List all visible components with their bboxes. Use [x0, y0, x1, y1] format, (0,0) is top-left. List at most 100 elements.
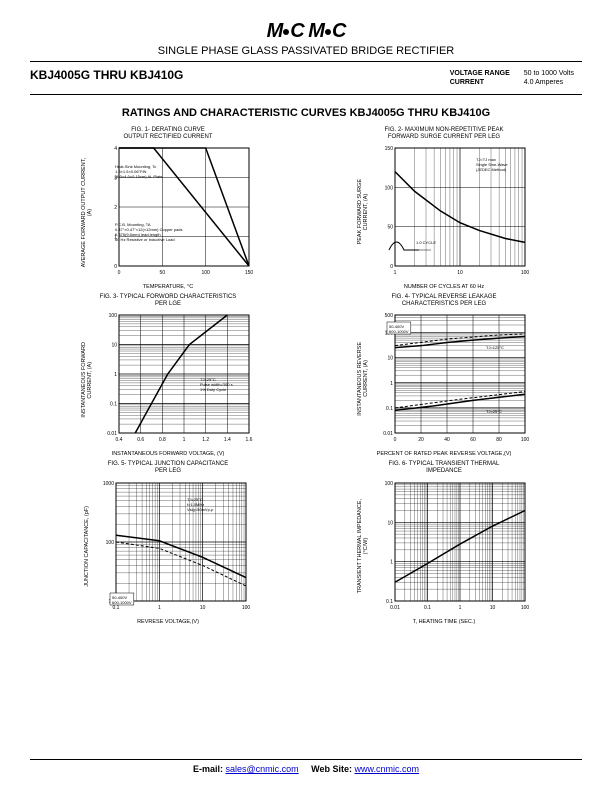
svg-text:100: 100 [242, 605, 251, 611]
svg-text:100: 100 [521, 605, 530, 611]
chart-plot: 0.1110100101001000TJ=25°Cf=1.0MHzVsig=50… [92, 477, 252, 617]
svg-text:1: 1 [394, 270, 397, 276]
specs-table: VOLTAGE RANGE 50 to 1000 Volts CURRENT 4… [442, 68, 582, 88]
chart-title: FIG. 5- TYPICAL JUNCTION CAPACITANCE PER… [108, 461, 228, 474]
chart-title: FIG. 1- DERATING CURVE OUTPUT RECTIFIED … [124, 127, 213, 140]
chart-plot: 0204060801000.010.111010050050-400V600-1… [371, 309, 531, 449]
svg-text:1000: 1000 [103, 481, 114, 487]
chart-plot: 05010015001234Heat-Sink Mounting, Tc1.5×… [95, 142, 255, 282]
voltage-label: VOLTAGE RANGE [444, 70, 516, 77]
email-label: E-mail: [193, 764, 223, 774]
chart-ylabel: INSTANTANEOUS REVERSE CURRENT, (A) [357, 342, 369, 416]
svg-text:0.6: 0.6 [137, 437, 144, 443]
current-label: CURRENT [444, 79, 516, 86]
svg-text:TJ=125°C: TJ=125°C [486, 345, 504, 350]
chart-xlabel: REVRESE VOLTAGE,(V) [137, 619, 199, 625]
svg-text:1: 1 [158, 605, 161, 611]
svg-text:1: 1 [459, 605, 462, 611]
chart-4: FIG. 4- TYPICAL REVERSE LEAKAGE CHARACTE… [316, 294, 572, 457]
svg-text:1% Duty Cycle: 1% Duty Cycle [200, 387, 227, 392]
svg-text:10: 10 [490, 605, 496, 611]
svg-text:10: 10 [111, 343, 117, 349]
chart-5: FIG. 5- TYPICAL JUNCTION CAPACITANCE PER… [40, 461, 296, 624]
chart-2: FIG. 2- MAXIMUM NON-REPETITIVE PEAK FORW… [316, 127, 572, 290]
svg-text:100: 100 [201, 270, 210, 276]
svg-text:0.01: 0.01 [383, 431, 393, 437]
email-link[interactable]: sales@cnmic.com [225, 764, 298, 774]
subtitle: SINGLE PHASE GLASS PASSIVATED BRIDGE REC… [30, 45, 582, 57]
svg-text:1.2: 1.2 [202, 437, 209, 443]
svg-text:0.01: 0.01 [390, 605, 400, 611]
svg-text:1.0 CYCLE: 1.0 CYCLE [416, 240, 436, 245]
chart-3: FIG. 3- TYPICAL FORWORD CHARACTERISTICS … [40, 294, 296, 457]
footer: E-mail: sales@cnmic.com Web Site: www.cn… [0, 759, 612, 774]
svg-text:10: 10 [387, 520, 393, 526]
svg-text:10: 10 [457, 270, 463, 276]
svg-text:50: 50 [387, 225, 393, 231]
svg-text:1: 1 [390, 381, 393, 387]
svg-text:4: 4 [114, 146, 117, 152]
svg-text:0: 0 [118, 270, 121, 276]
svg-text:2: 2 [114, 205, 117, 211]
svg-text:(4.0×4.0×0.15cm) AL Plate: (4.0×4.0×0.15cm) AL Plate [115, 174, 163, 179]
svg-text:0.01: 0.01 [107, 431, 117, 437]
chart-xlabel: INSTANTANEOUS FORWARD VOLTAGE, (V) [112, 451, 225, 457]
svg-text:1: 1 [114, 372, 117, 378]
web-link[interactable]: www.cnmic.com [355, 764, 420, 774]
chart-title: FIG. 4- TYPICAL REVERSE LEAKAGE CHARACTE… [391, 294, 496, 307]
main-title: RATINGS AND CHARACTERISTIC CURVES KBJ400… [30, 107, 582, 119]
svg-text:600-1000V: 600-1000V [389, 329, 409, 334]
svg-text:100: 100 [521, 270, 530, 276]
charts-grid: FIG. 1- DERATING CURVE OUTPUT RECTIFIED … [30, 127, 582, 625]
svg-text:0: 0 [390, 264, 393, 270]
current-value: 4.0 Amperes [518, 79, 580, 86]
chart-ylabel: TRANSIENT THERMAL IMPEDANCE, (°C/W) [357, 499, 369, 593]
svg-text:60: 60 [470, 437, 476, 443]
chart-xlabel: PERCENT OF RATED PEAK REVERSE VOLTAGE,(V… [377, 451, 512, 457]
svg-text:10: 10 [387, 356, 393, 362]
svg-text:1: 1 [390, 559, 393, 565]
voltage-value: 50 to 1000 Volts [518, 70, 580, 77]
svg-text:0.4: 0.4 [116, 437, 123, 443]
svg-text:100: 100 [521, 437, 530, 443]
svg-text:20: 20 [418, 437, 424, 443]
chart-6: FIG. 6- TYPICAL TRANSIENT THERMAL IMPEDA… [316, 461, 572, 624]
chart-plot: 0.40.60.811.21.41.60.010.1110100TJ=25°CP… [95, 309, 255, 449]
logo: MC MC [30, 20, 582, 43]
svg-text:(JEDEC Method): (JEDEC Method) [476, 167, 507, 172]
part-range: KBJ4005G THRU KBJ410G [30, 68, 183, 82]
svg-text:100: 100 [106, 540, 115, 546]
divider [30, 61, 582, 62]
svg-text:0.1: 0.1 [386, 599, 393, 605]
svg-text:0.1: 0.1 [113, 605, 120, 611]
header-row: KBJ4005G THRU KBJ410G VOLTAGE RANGE 50 t… [30, 64, 582, 92]
divider [30, 94, 582, 95]
svg-text:150: 150 [245, 270, 254, 276]
svg-text:0.8: 0.8 [159, 437, 166, 443]
chart-ylabel: INSTANTANEOUS FORWARD CURRENT, (A) [81, 342, 93, 418]
svg-text:Vsig=50mVp-p: Vsig=50mVp-p [187, 507, 214, 512]
chart-xlabel: T, HEATING TIME (SEC.) [413, 619, 475, 625]
svg-text:100: 100 [109, 313, 118, 319]
chart-title: FIG. 2- MAXIMUM NON-REPETITIVE PEAK FORW… [384, 127, 503, 140]
svg-text:1.4: 1.4 [224, 437, 231, 443]
svg-text:1: 1 [183, 437, 186, 443]
svg-text:0.1: 0.1 [110, 402, 117, 408]
chart-title: FIG. 6- TYPICAL TRANSIENT THERMAL IMPEDA… [389, 461, 500, 474]
svg-text:500: 500 [385, 313, 394, 319]
web-label: Web Site: [311, 764, 352, 774]
chart-ylabel: JUNCTION CAPACITANCE, (pF) [84, 506, 90, 587]
chart-xlabel: NUMBER OF CYCLES AT 60 Hz [404, 284, 484, 290]
svg-text:10: 10 [200, 605, 206, 611]
svg-text:1.6: 1.6 [246, 437, 253, 443]
svg-text:50: 50 [160, 270, 166, 276]
chart-1: FIG. 1- DERATING CURVE OUTPUT RECTIFIED … [40, 127, 296, 290]
svg-text:100: 100 [385, 186, 394, 192]
svg-text:0: 0 [114, 264, 117, 270]
chart-title: FIG. 3- TYPICAL FORWORD CHARACTERISTICS … [100, 294, 237, 307]
svg-text:100: 100 [385, 481, 394, 487]
chart-xlabel: TEMPERATURE, °C [143, 284, 193, 290]
svg-text:0.1: 0.1 [386, 406, 393, 412]
svg-text:0.1: 0.1 [424, 605, 431, 611]
chart-ylabel: PEAK FORWARD SURGE CURRENT, (A) [357, 179, 369, 244]
